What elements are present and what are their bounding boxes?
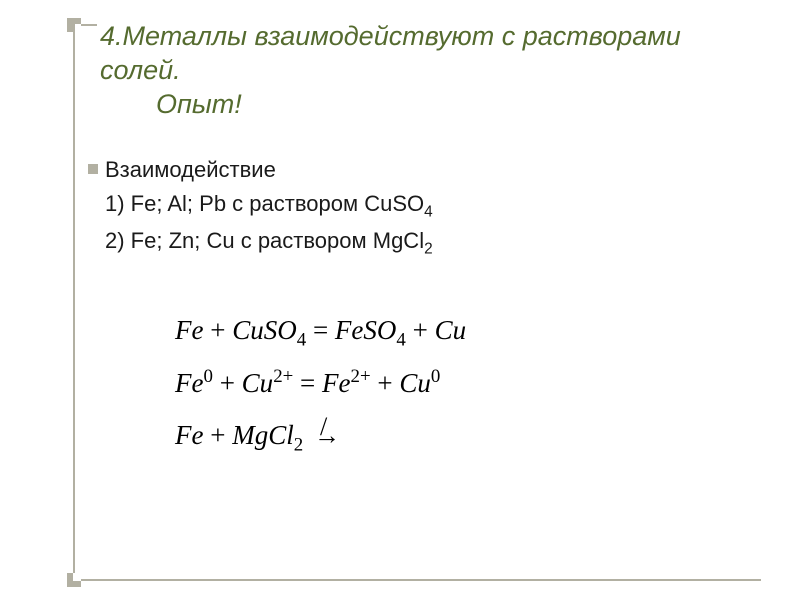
item1-sub: 4 <box>424 203 433 220</box>
body-text: Взаимодействие 1) Fe; Al; Pb с раствором… <box>105 155 705 263</box>
e3-mgcl-sub: 2 <box>294 434 303 455</box>
e1-plus1: + <box>210 315 225 345</box>
e2-fe2: Fe <box>322 368 350 398</box>
e1-plus2: + <box>413 315 428 345</box>
e2-plus2: + <box>377 368 392 398</box>
slide-title: 4.Металлы взаимодействуют с растворами с… <box>100 20 740 121</box>
frame-corner-botleft <box>67 573 81 587</box>
slide: 4.Металлы взаимодействуют с растворами с… <box>0 0 800 600</box>
item2-sub: 2 <box>424 240 433 257</box>
e3-plus1: + <box>210 420 225 450</box>
equation-1: Fe + CuSO4 = FeSO4 + Cu <box>175 305 466 358</box>
e3-fe: Fe <box>175 420 203 450</box>
e2-fe2-sup: 2+ <box>351 366 371 387</box>
body-item-2: 2) Fe; Zn; Cu с раствором MgCl2 <box>105 226 705 260</box>
e1-feso-sub: 4 <box>396 329 405 350</box>
e1-cu: Cu <box>435 315 467 345</box>
e1-eq: = <box>313 315 328 345</box>
frame-bottom-line <box>81 579 761 581</box>
item2-text: 2) Fe; Zn; Cu с раствором MgCl <box>105 228 424 253</box>
title-line3: Опыт! <box>156 89 242 119</box>
frame-vertical-line <box>73 24 75 579</box>
item1-text: 1) Fe; Al; Pb с раствором CuSO <box>105 191 424 216</box>
e1-fe: Fe <box>175 315 203 345</box>
e2-plus1: + <box>220 368 235 398</box>
e2-fe: Fe <box>175 368 203 398</box>
e2-cu-sup: 2+ <box>273 366 293 387</box>
e1-feso: FeSO <box>335 315 396 345</box>
equation-3: Fe + MgCl2 →/ <box>175 410 466 463</box>
bullet-marker <box>88 164 98 174</box>
title-line1: 4.Металлы взаимодействуют с растворами <box>100 21 681 51</box>
e2-cu0-sup: 0 <box>431 366 440 387</box>
e2-fe-sup: 0 <box>203 366 212 387</box>
e3-mgcl: MgCl <box>232 420 294 450</box>
e2-cu0: Cu <box>399 368 431 398</box>
frame-top-stub <box>81 24 97 26</box>
e2-eq: = <box>300 368 315 398</box>
equations-block: Fe + CuSO4 = FeSO4 + Cu Fe0 + Cu2+ = Fe2… <box>175 305 466 463</box>
body-heading: Взаимодействие <box>105 155 705 186</box>
e1-cuso-sub: 4 <box>297 329 306 350</box>
title-line2: солей. <box>100 55 181 85</box>
e2-cu: Cu <box>242 368 274 398</box>
no-reaction-arrow-icon: →/ <box>314 410 338 461</box>
e1-cuso: CuSO <box>232 315 297 345</box>
body-item-1: 1) Fe; Al; Pb с раствором CuSO4 <box>105 189 705 223</box>
